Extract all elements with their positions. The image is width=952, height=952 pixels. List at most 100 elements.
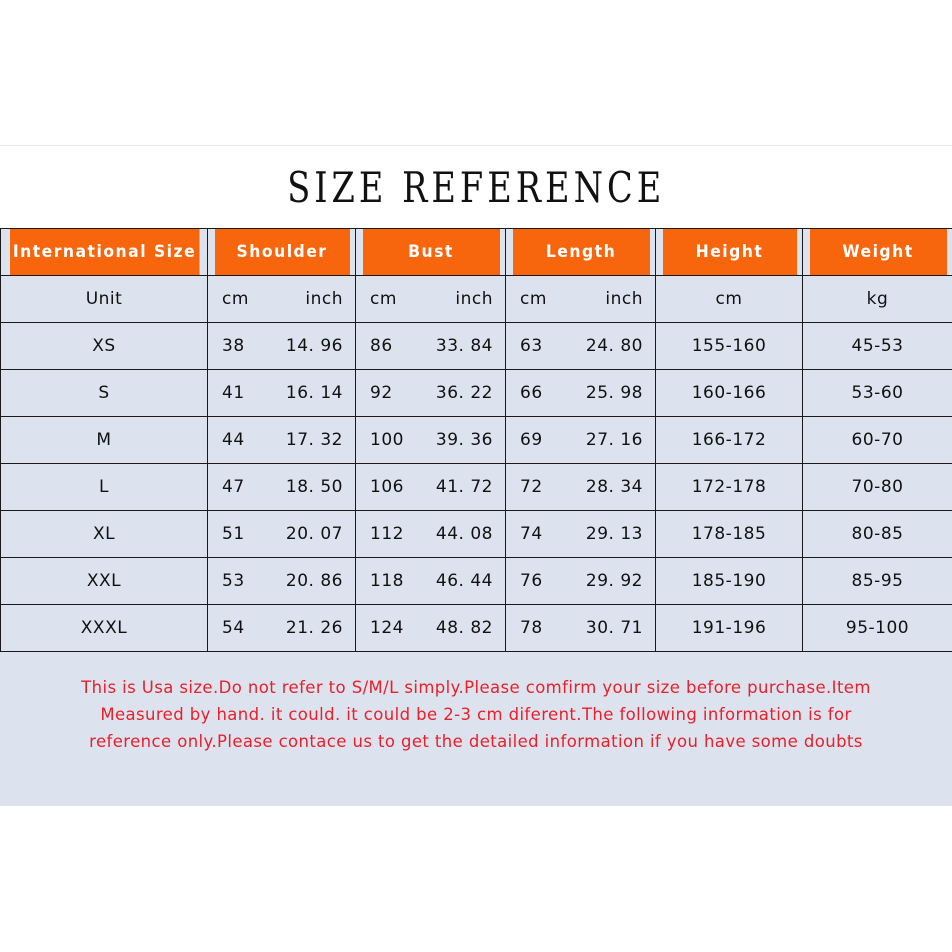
cell-length-cm: 63	[520, 336, 543, 356]
cell-length-inch: 25. 98	[585, 383, 643, 403]
cell-bust-inch: 36. 22	[435, 383, 493, 403]
cell-length-inch: 30. 71	[585, 618, 643, 638]
cell-length-inch: 27. 16	[585, 430, 643, 450]
cell-height: 172-178	[655, 463, 803, 511]
cell-shoulder: 53 20. 86	[207, 557, 356, 605]
title-banner: SIZE REFERENCE	[0, 145, 952, 228]
cell-height: 178-185	[655, 510, 803, 558]
cell-length-cm: 76	[520, 571, 543, 591]
table-body: Unit cm inch cm inch	[0, 275, 952, 652]
cell-bust-inch: 46. 44	[435, 571, 493, 591]
unit-length-inch: inch	[605, 289, 643, 309]
unit-weight-cell: kg	[802, 275, 952, 323]
page-title: SIZE REFERENCE	[287, 162, 665, 212]
cell-weight: 45-53	[802, 322, 952, 370]
cell-bust: 92 36. 22	[355, 369, 506, 417]
column-header-international-size: International Size	[8, 228, 200, 276]
size-chart-card: SIZE REFERENCE International Size Should…	[0, 145, 952, 806]
table-row: XL 51 20. 07 112 44. 08 74 29. 13 178-185 8…	[0, 510, 952, 558]
cell-shoulder: 38 14. 96	[207, 322, 356, 370]
cell-shoulder: 54 21. 26	[207, 604, 356, 652]
column-header-bust: Bust	[361, 228, 500, 276]
cell-length-cm: 66	[520, 383, 543, 403]
column-header-height: Height	[661, 228, 798, 276]
table-row: L 47 18. 50 106 41. 72 72 28. 34 172-178 70…	[0, 463, 952, 511]
cell-bust-inch: 48. 82	[435, 618, 493, 638]
cell-height: 155-160	[655, 322, 803, 370]
unit-shoulder-cm: cm	[222, 289, 249, 309]
column-header-shoulder: Shoulder	[213, 228, 351, 276]
cell-length: 76 29. 92	[505, 557, 656, 605]
cell-size: L	[0, 463, 208, 511]
unit-bust-inch: inch	[455, 289, 493, 309]
table-row: XS 38 14. 96 86 33. 84 63 24. 80 155-160 45…	[0, 322, 952, 370]
cell-height: 160-166	[655, 369, 803, 417]
cell-bust-cm: 112	[370, 524, 404, 544]
cell-shoulder-inch: 20. 86	[285, 571, 343, 591]
cell-length: 69 27. 16	[505, 416, 656, 464]
unit-shoulder-cell: cm inch	[207, 275, 356, 323]
unit-row: Unit cm inch cm inch	[0, 275, 952, 323]
unit-length-cell: cm inch	[505, 275, 656, 323]
unit-label-cell: Unit	[0, 275, 208, 323]
cell-shoulder-cm: 44	[222, 430, 245, 450]
unit-bust-cell: cm inch	[355, 275, 506, 323]
table-row: XXXL 54 21. 26 124 48. 82 78 30. 71 191-196…	[0, 604, 952, 652]
cell-weight: 85-95	[802, 557, 952, 605]
cell-shoulder: 41 16. 14	[207, 369, 356, 417]
unit-shoulder-inch: inch	[305, 289, 343, 309]
cell-shoulder-cm: 41	[222, 383, 245, 403]
cell-shoulder-inch: 20. 07	[285, 524, 343, 544]
cell-shoulder-cm: 38	[222, 336, 245, 356]
unit-height-cell: cm	[655, 275, 803, 323]
cell-bust-cm: 118	[370, 571, 404, 591]
cell-bust-cm: 86	[370, 336, 393, 356]
cell-bust: 112 44. 08	[355, 510, 506, 558]
table-row: XXL 53 20. 86 118 46. 44 76 29. 92 185-190 …	[0, 557, 952, 605]
header-row: International Size Shoulder Bust Length …	[1, 228, 952, 276]
cell-weight: 60-70	[802, 416, 952, 464]
cell-length-cm: 72	[520, 477, 543, 497]
cell-shoulder-cm: 47	[222, 477, 245, 497]
cell-bust-inch: 44. 08	[435, 524, 493, 544]
cell-shoulder-cm: 51	[222, 524, 245, 544]
unit-length-cm: cm	[520, 289, 547, 309]
cell-bust: 106 41. 72	[355, 463, 506, 511]
cell-height: 166-172	[655, 416, 803, 464]
cell-size: XL	[0, 510, 208, 558]
cell-height: 191-196	[655, 604, 803, 652]
cell-bust-inch: 41. 72	[435, 477, 493, 497]
cell-shoulder: 47 18. 50	[207, 463, 356, 511]
size-reference-table: International Size Shoulder Bust Length …	[0, 228, 952, 652]
cell-length-inch: 29. 92	[585, 571, 643, 591]
table-row: M 44 17. 32 100 39. 36 69 27. 16 166-172 60…	[0, 416, 952, 464]
column-header-length: Length	[511, 228, 650, 276]
cell-weight: 70-80	[802, 463, 952, 511]
column-header-weight: Weight	[808, 228, 947, 276]
cell-size: XXL	[0, 557, 208, 605]
cell-bust: 118 46. 44	[355, 557, 506, 605]
cell-length-inch: 29. 13	[585, 524, 643, 544]
cell-length: 78 30. 71	[505, 604, 656, 652]
cell-height: 185-190	[655, 557, 803, 605]
cell-length: 74 29. 13	[505, 510, 656, 558]
cell-length: 63 24. 80	[505, 322, 656, 370]
disclaimer-line-1: This is Usa size.Do not refer to S/M/L s…	[81, 678, 871, 697]
cell-shoulder-inch: 17. 32	[285, 430, 343, 450]
cell-shoulder-inch: 18. 50	[285, 477, 343, 497]
cell-length-cm: 69	[520, 430, 543, 450]
cell-bust-cm: 92	[370, 383, 393, 403]
cell-bust-cm: 124	[370, 618, 404, 638]
cell-length-cm: 74	[520, 524, 543, 544]
disclaimer-line-2: Measured by hand. it could. it could be …	[100, 705, 852, 724]
cell-bust-inch: 39. 36	[435, 430, 493, 450]
cell-length: 72 28. 34	[505, 463, 656, 511]
unit-bust-cm: cm	[370, 289, 397, 309]
cell-size: XXXL	[0, 604, 208, 652]
table-header: International Size Shoulder Bust Length …	[1, 228, 952, 276]
cell-bust-cm: 106	[370, 477, 404, 497]
cell-bust-cm: 100	[370, 430, 404, 450]
cell-length-inch: 28. 34	[585, 477, 643, 497]
table-row: S 41 16. 14 92 36. 22 66 25. 98 160-166 53-…	[0, 369, 952, 417]
